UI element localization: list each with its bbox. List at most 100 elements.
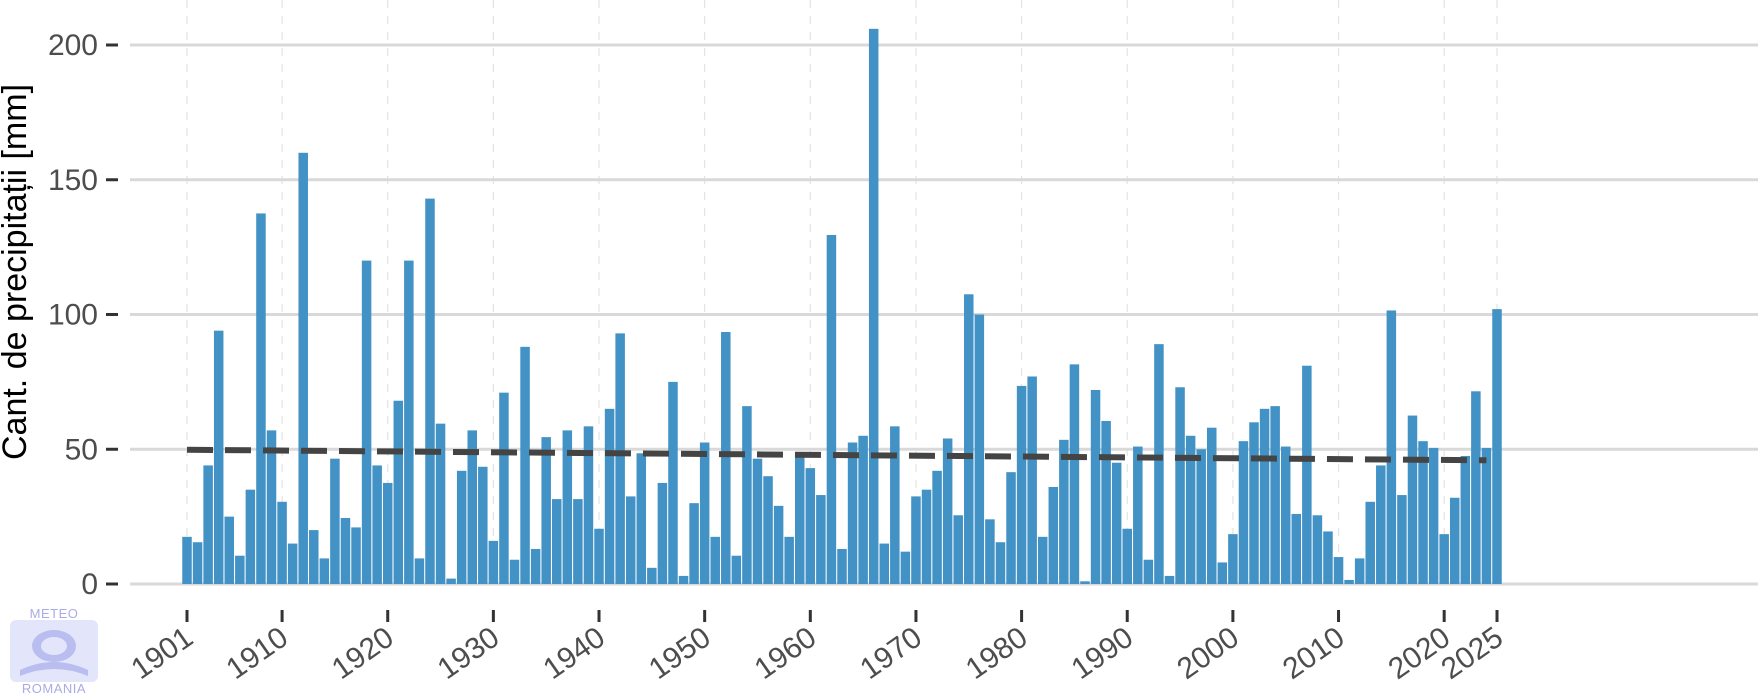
- bar-1978: [995, 542, 1006, 584]
- bar-1915: [330, 458, 340, 584]
- x-tick-label: 1910: [220, 621, 294, 686]
- bar-1914: [319, 558, 330, 584]
- bar-1929: [478, 466, 488, 584]
- bar-1984: [1059, 439, 1069, 584]
- y-tick-label: 150: [48, 164, 98, 197]
- x-tick-label: 1940: [537, 621, 611, 686]
- x-gridlines: [186, 0, 1498, 590]
- bar-1983: [1048, 486, 1059, 584]
- trend-line-segment: [186, 446, 1487, 464]
- bar-1951: [710, 536, 720, 584]
- bar-2019: [1428, 447, 1439, 584]
- x-tick-label: 1930: [432, 621, 506, 686]
- bar-1987: [1090, 389, 1101, 584]
- bar-1913: [309, 530, 319, 584]
- x-tick-label: 2010: [1277, 621, 1351, 686]
- bar-1906: [235, 555, 245, 584]
- bar-1905: [224, 516, 235, 584]
- bar-1963: [837, 548, 847, 584]
- bar-1955: [752, 458, 763, 584]
- bar-2018: [1418, 441, 1428, 584]
- bar-1977: [985, 519, 995, 584]
- y-axis: 0 50 100 150 200: [48, 29, 118, 601]
- bar-1966: [868, 28, 879, 584]
- bar-1969: [900, 551, 911, 584]
- bar-1912: [298, 152, 308, 585]
- bar-1943: [625, 496, 636, 584]
- y-tick-label: 0: [81, 568, 98, 601]
- bar-1954: [742, 406, 752, 584]
- bar-1979: [1006, 472, 1016, 584]
- bar-1919: [372, 465, 382, 584]
- bar-1986: [1080, 581, 1090, 584]
- bar-1908: [256, 213, 266, 584]
- bar-1993: [1154, 344, 1164, 584]
- bar-1985: [1069, 364, 1080, 584]
- bar-1916: [340, 517, 351, 584]
- bar-1930: [488, 540, 499, 584]
- bar-1907: [245, 489, 256, 584]
- logo-top-text: METEO: [29, 606, 79, 621]
- x-tick-label: 1990: [1066, 621, 1140, 686]
- bar-1940: [594, 528, 604, 584]
- y-tick-label: 50: [65, 433, 98, 466]
- bar-1944: [636, 453, 647, 584]
- bar-1997: [1196, 449, 1206, 584]
- bar-2016: [1397, 495, 1407, 584]
- bar-1909: [266, 430, 277, 584]
- bar-1921: [393, 400, 404, 584]
- x-tick-label: 2000: [1171, 621, 1245, 686]
- bar-1925: [435, 423, 446, 584]
- bar-1968: [890, 426, 900, 584]
- bar-2008: [1312, 515, 1323, 584]
- bar-1964: [847, 442, 858, 584]
- bar-1990: [1122, 528, 1132, 584]
- bar-1980: [1016, 385, 1027, 584]
- bar-1972: [932, 470, 942, 584]
- logo-emblem-icon: [10, 620, 98, 682]
- x-tick-label: 2025: [1435, 621, 1509, 686]
- bar-1920: [382, 482, 393, 584]
- y-axis-label: Cant. de precipitații [mm]: [0, 84, 34, 460]
- bar-1928: [467, 430, 477, 584]
- logo-bottom-text: ROMANIA: [21, 681, 87, 696]
- bar-1942: [615, 333, 625, 584]
- x-tick-label: 1960: [749, 621, 823, 686]
- bar-2017: [1407, 415, 1418, 584]
- bar-1935: [541, 437, 551, 584]
- bar-2021: [1449, 497, 1460, 584]
- bar-2022: [1460, 455, 1471, 584]
- trend-line: [186, 446, 1487, 464]
- bar-2007: [1302, 365, 1312, 584]
- bar-1981: [1027, 376, 1037, 584]
- bar-2010: [1333, 557, 1344, 584]
- bar-1967: [879, 543, 890, 584]
- bar-1924: [425, 198, 435, 585]
- bar-1946: [657, 482, 668, 584]
- bar-2011: [1344, 579, 1354, 584]
- bar-1922: [404, 260, 414, 584]
- bar-1953: [731, 555, 742, 584]
- bar-1992: [1143, 559, 1154, 584]
- bar-1948: [678, 575, 689, 584]
- bar-2024: [1481, 447, 1492, 584]
- bar-1958: [784, 536, 794, 584]
- bar-1971: [921, 489, 932, 584]
- bar-1910: [277, 501, 287, 584]
- bar-1945: [647, 567, 657, 584]
- bar-1956: [763, 476, 773, 584]
- bar-1959: [794, 457, 805, 584]
- bar-1917: [351, 527, 361, 584]
- x-tick-label: 1970: [854, 621, 928, 686]
- bar-1931: [499, 392, 509, 584]
- bar-series: [182, 28, 1502, 585]
- bar-1988: [1101, 420, 1111, 584]
- bar-1918: [361, 260, 372, 584]
- x-tick-label: 1920: [326, 621, 400, 686]
- bar-1911: [287, 543, 298, 584]
- bar-1974: [953, 515, 963, 584]
- x-tick-label: 1901: [125, 621, 199, 686]
- x-tick-label: 1950: [643, 621, 717, 686]
- bar-1949: [689, 503, 699, 584]
- bar-1923: [414, 558, 425, 584]
